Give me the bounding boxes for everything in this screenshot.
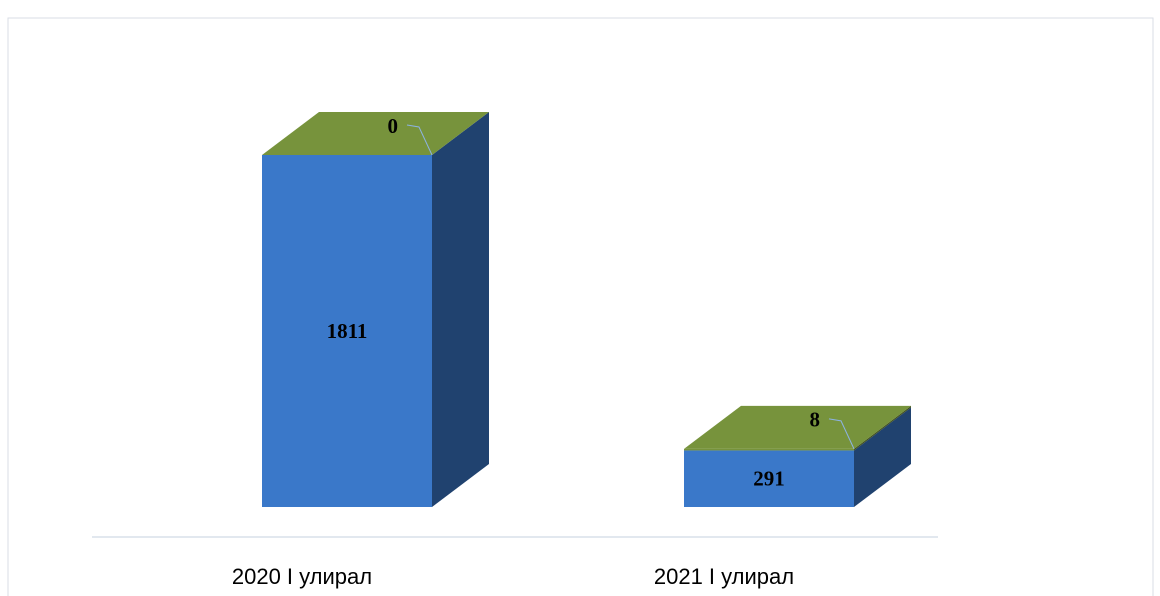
value-label: 8	[810, 408, 821, 432]
bar-top	[684, 405, 911, 449]
bar-side	[854, 407, 911, 507]
x-tick-label: 2020 I улирал	[232, 564, 372, 589]
bar-front	[262, 155, 432, 507]
bar-top	[262, 112, 489, 155]
value-label: 291	[753, 467, 785, 491]
bar-front	[684, 450, 854, 507]
x-tick-label: 2021 I улирал	[654, 564, 794, 589]
leader-line	[828, 418, 855, 450]
chart-border	[7, 17, 1154, 596]
bar-side	[854, 405, 911, 451]
bar-side	[432, 112, 489, 507]
value-label: 0	[388, 114, 399, 138]
bar-front	[684, 448, 854, 451]
value-label: 1811	[327, 319, 368, 343]
leader-line	[406, 124, 433, 156]
